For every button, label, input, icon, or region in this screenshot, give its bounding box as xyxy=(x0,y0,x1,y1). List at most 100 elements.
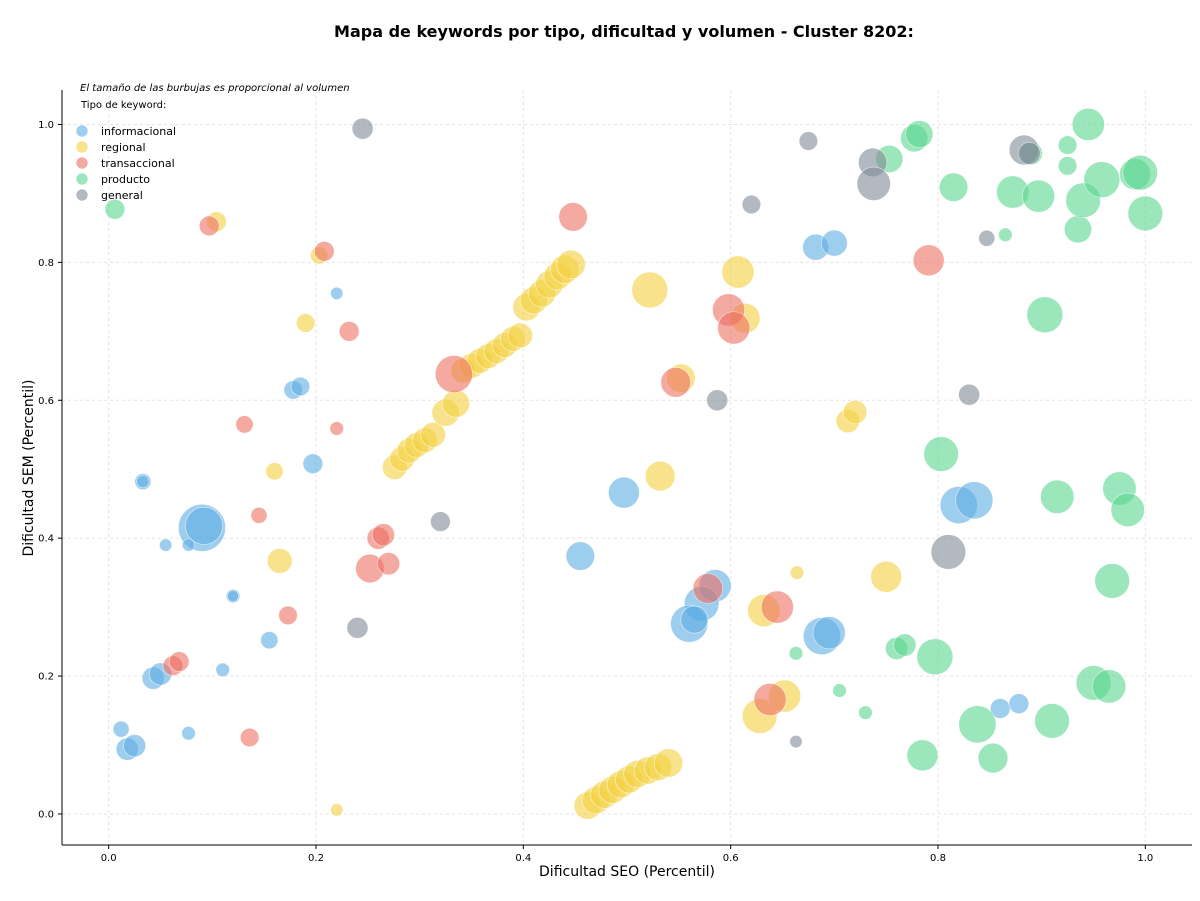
bubble-general xyxy=(351,117,374,140)
y-tick-label: 0.0 xyxy=(38,809,54,820)
bubble-regional xyxy=(296,313,316,333)
grid xyxy=(62,90,1192,845)
bubble-informacional xyxy=(812,616,846,650)
bubble-informacional xyxy=(290,376,311,397)
bubble-producto xyxy=(1083,161,1121,198)
bubbles xyxy=(104,108,1164,820)
bubble-producto xyxy=(1064,215,1092,244)
chart-title: Mapa de keywords por tipo, dificultad y … xyxy=(334,22,914,41)
legend-label-regional: regional xyxy=(101,141,146,154)
bubble-regional xyxy=(556,249,586,280)
bubble-informacional xyxy=(680,605,709,634)
bubble-regional xyxy=(644,460,676,492)
bubble-producto xyxy=(1127,195,1164,232)
bubble-general xyxy=(930,534,967,570)
bubble-producto xyxy=(958,705,997,744)
bubble-informacional xyxy=(955,481,994,520)
x-tick-label: 0.4 xyxy=(515,853,531,864)
bubble-producto xyxy=(1092,669,1127,704)
bubble-regional xyxy=(330,803,344,817)
bubble-informacional xyxy=(260,631,279,650)
legend-swatch-general xyxy=(75,188,89,202)
bubble-general xyxy=(978,229,996,247)
x-ticks: 0.0 0.2 0.4 0.6 0.8 1.0 xyxy=(101,845,1153,864)
bubble-transaccional xyxy=(198,215,220,237)
bubble-regional xyxy=(420,422,446,448)
y-ticks: 0.0 0.2 0.4 0.6 0.8 1.0 xyxy=(38,120,62,820)
bubble-general xyxy=(430,511,451,532)
bubble-informacional xyxy=(185,506,223,545)
bubble-informacional xyxy=(1008,693,1030,714)
bubble-regional xyxy=(653,748,684,778)
bubble-transaccional xyxy=(558,202,588,232)
legend-label-producto: producto xyxy=(101,173,150,186)
bubble-informacional xyxy=(227,590,239,602)
bubble-regional xyxy=(789,565,805,580)
bubble-transaccional xyxy=(338,321,360,342)
y-tick-label: 0.4 xyxy=(38,534,54,545)
bubble-producto xyxy=(906,739,939,772)
legend-swatch-informacional xyxy=(75,124,89,138)
bubble-transaccional xyxy=(250,507,268,524)
legend-swatch-producto xyxy=(75,172,89,186)
x-tick-label: 0.2 xyxy=(308,853,324,864)
bubble-producto xyxy=(832,683,847,698)
bubble-transaccional xyxy=(760,590,794,624)
bubble-producto xyxy=(938,172,969,202)
bubble-regional xyxy=(265,462,284,481)
y-tick-label: 0.8 xyxy=(38,258,54,269)
bubble-transaccional xyxy=(314,241,335,262)
bubble-informacional xyxy=(215,662,230,677)
bubble-producto xyxy=(1057,135,1078,155)
bubble-transaccional xyxy=(753,683,787,716)
bubble-producto xyxy=(1122,155,1158,191)
bubble-producto xyxy=(1022,179,1055,213)
bubble-producto xyxy=(1110,492,1145,527)
x-axis-label: Dificultad SEO (Percentil) xyxy=(539,864,715,880)
legend-label-informacional: informacional xyxy=(101,125,176,138)
x-tick-label: 0.0 xyxy=(101,853,117,864)
bubble-producto xyxy=(1026,296,1064,334)
bubble-regional xyxy=(442,389,470,418)
bubble-regional xyxy=(267,548,293,574)
bubble-general xyxy=(789,735,803,749)
bubble-informacional xyxy=(302,453,324,474)
x-tick-label: 1.0 xyxy=(1137,853,1153,864)
x-tick-label: 0.6 xyxy=(723,853,739,864)
bubble-producto xyxy=(858,705,873,720)
bubble-transaccional xyxy=(278,605,298,625)
legend-title: Tipo de keyword: xyxy=(80,100,166,111)
bubble-transaccional xyxy=(692,573,724,604)
bubble-transaccional xyxy=(168,651,190,672)
bubble-producto xyxy=(905,120,934,149)
bubble-transaccional xyxy=(329,421,344,436)
y-tick-label: 0.6 xyxy=(38,396,54,407)
bubble-general xyxy=(1017,141,1041,165)
bubble-transaccional xyxy=(371,523,395,547)
bubble-producto xyxy=(1040,479,1075,514)
bubble-transaccional xyxy=(717,311,751,345)
bubble-regional xyxy=(507,322,533,349)
bubble-transaccional xyxy=(660,367,691,398)
bubble-informacional xyxy=(821,229,848,257)
y-tick-label: 0.2 xyxy=(38,672,54,683)
bubble-general xyxy=(798,131,819,151)
bubble-producto xyxy=(1057,156,1078,176)
bubble-producto xyxy=(893,633,917,657)
legend-swatch-transaccional xyxy=(75,156,89,170)
bubble-informacional xyxy=(123,734,147,758)
bubble-producto xyxy=(104,199,126,220)
y-tick-label: 1.0 xyxy=(38,120,54,131)
bubble-producto xyxy=(977,742,1009,774)
bubble-regional xyxy=(631,271,669,309)
bubble-regional xyxy=(721,255,755,289)
bubble-producto xyxy=(923,436,959,472)
legend-swatch-regional xyxy=(75,140,89,154)
bubble-general xyxy=(346,616,369,639)
x-tick-label: 0.8 xyxy=(930,853,946,864)
bubble-regional xyxy=(842,399,868,425)
bubble-producto xyxy=(1094,563,1130,599)
bubble-regional xyxy=(870,560,902,593)
y-axis-label: Dificultad SEM (Percentil) xyxy=(21,380,37,557)
